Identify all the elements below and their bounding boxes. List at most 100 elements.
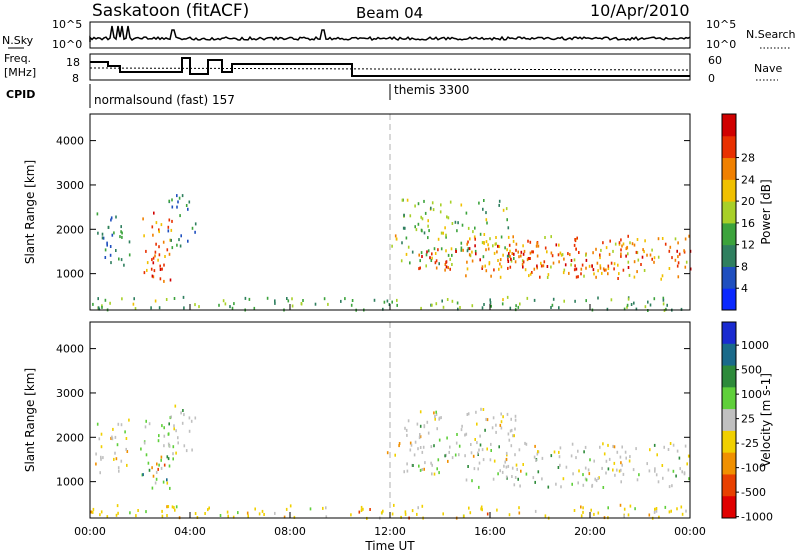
data-cell — [287, 299, 290, 303]
data-cell — [522, 260, 525, 264]
data-cell — [283, 515, 286, 519]
data-cell — [134, 307, 137, 311]
data-cell — [531, 271, 533, 274]
data-cell — [499, 262, 501, 266]
data-cell — [435, 259, 438, 263]
data-cell — [476, 422, 478, 426]
data-cell — [151, 225, 154, 229]
data-cell — [109, 245, 112, 248]
data-cell — [490, 274, 492, 278]
data-cell — [500, 235, 503, 239]
data-cell — [97, 306, 100, 310]
data-cell — [657, 480, 660, 484]
data-cell — [621, 463, 623, 467]
data-cell — [460, 248, 463, 252]
data-cell — [544, 236, 546, 239]
data-cell — [466, 413, 469, 416]
data-cell — [514, 418, 517, 422]
data-cell — [167, 457, 170, 461]
data-cell — [512, 239, 515, 243]
data-cell — [688, 477, 690, 481]
data-cell — [467, 240, 469, 244]
data-cell — [501, 302, 504, 306]
data-cell — [96, 422, 99, 426]
data-cell — [625, 254, 627, 258]
data-cell — [398, 444, 400, 448]
data-cell — [158, 245, 160, 249]
data-cell — [418, 436, 421, 440]
data-cell — [161, 424, 163, 428]
data-cell — [596, 261, 599, 265]
data-cell — [493, 251, 496, 255]
data-cell — [404, 510, 407, 514]
data-cell — [107, 226, 110, 229]
data-cell — [676, 264, 679, 268]
power-colorbar-label: Power [dB] — [759, 179, 773, 244]
data-cell — [565, 465, 568, 469]
data-cell — [591, 264, 593, 268]
data-cell — [418, 464, 420, 468]
data-cell — [520, 250, 523, 254]
data-cell — [101, 305, 103, 309]
data-cell — [446, 215, 448, 219]
data-cell — [309, 507, 312, 511]
data-cell — [191, 226, 194, 230]
data-cell — [653, 260, 655, 264]
data-cell — [571, 442, 574, 446]
freq-tick-bottom: 8 — [72, 72, 79, 85]
data-cell — [636, 251, 639, 255]
data-cell — [580, 505, 582, 509]
data-cell — [601, 466, 603, 470]
data-cell — [467, 465, 469, 468]
data-cell — [632, 468, 635, 472]
data-cell — [167, 229, 170, 233]
data-cell — [171, 505, 174, 509]
data-cell — [421, 504, 424, 508]
data-cell — [573, 243, 576, 247]
data-cell — [386, 299, 389, 303]
data-cell — [635, 307, 638, 311]
data-cell — [599, 264, 602, 268]
data-cell — [627, 297, 630, 301]
data-cell — [591, 483, 594, 487]
data-cell — [142, 473, 144, 477]
data-cell — [676, 449, 679, 453]
data-cell — [101, 304, 103, 308]
data-cell — [388, 303, 391, 306]
data-cell — [163, 463, 166, 467]
x-tick-label: 00:00 — [74, 525, 106, 538]
data-cell — [474, 438, 476, 441]
data-cell — [676, 507, 678, 511]
data-cell — [151, 258, 153, 262]
data-cell — [534, 444, 536, 448]
data-cell — [614, 242, 617, 246]
data-cell — [555, 482, 557, 486]
data-cell — [508, 252, 510, 256]
data-cell — [151, 486, 154, 490]
data-cell — [424, 461, 426, 465]
data-cell — [667, 468, 670, 472]
data-cell — [109, 301, 111, 305]
data-cell — [442, 231, 444, 235]
data-cell — [583, 450, 585, 454]
data-cell — [664, 505, 667, 509]
data-cell — [620, 238, 622, 242]
x-tick-label: 00:00 — [674, 525, 706, 538]
data-cell — [460, 241, 463, 245]
data-cell — [507, 260, 510, 263]
data-cell — [644, 305, 647, 309]
data-cell — [227, 514, 229, 518]
data-cell — [169, 486, 171, 490]
data-cell — [191, 448, 193, 452]
data-cell — [430, 461, 432, 465]
data-cell — [170, 238, 172, 242]
data-cell — [128, 418, 130, 422]
data-cell — [649, 303, 652, 307]
data-cell — [440, 416, 442, 420]
data-cell — [607, 272, 609, 276]
data-cell — [478, 201, 480, 205]
data-cell — [559, 446, 562, 450]
data-cell — [532, 250, 534, 254]
data-cell — [100, 510, 103, 514]
data-cell — [218, 303, 220, 307]
